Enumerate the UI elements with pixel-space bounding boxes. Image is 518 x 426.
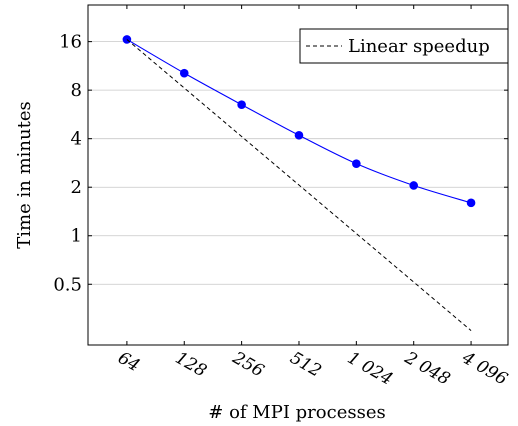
data-point bbox=[179, 68, 189, 78]
data-point bbox=[466, 198, 476, 208]
data-point bbox=[409, 181, 419, 190]
x-tick-label: 64 bbox=[114, 348, 143, 376]
x-tick-label: 1 024 bbox=[344, 348, 396, 390]
y-tick-label: 4 bbox=[71, 129, 82, 150]
y-tick-label: 2 bbox=[71, 177, 82, 198]
x-tick-label: 512 bbox=[286, 348, 324, 382]
y-tick-label: 1 bbox=[71, 226, 82, 247]
data-point bbox=[237, 100, 246, 109]
x-tick-label: 4 096 bbox=[458, 348, 511, 390]
y-tick-label: 16 bbox=[59, 32, 82, 53]
x-tick-label: 128 bbox=[172, 348, 210, 382]
y-tick-label: 8 bbox=[71, 80, 82, 101]
grid-layer bbox=[88, 41, 508, 285]
x-tick-label: 2 048 bbox=[400, 348, 453, 390]
series-line-linear-speedup bbox=[126, 39, 472, 331]
y-axis-label: Time in minutes bbox=[14, 101, 35, 248]
x-axis-label: # of MPI processes bbox=[208, 402, 385, 423]
legend-layer: Linear speedup bbox=[299, 28, 509, 64]
data-point bbox=[352, 159, 361, 168]
plot-frame bbox=[87, 4, 509, 346]
series-layer bbox=[122, 35, 476, 331]
legend-label-linear-speedup: Linear speedup bbox=[348, 36, 490, 57]
data-point bbox=[122, 35, 132, 44]
y-tick-label: 0.5 bbox=[53, 274, 82, 295]
series-line-measured-time bbox=[126, 39, 472, 204]
x-tick-label: 256 bbox=[228, 348, 267, 382]
data-point bbox=[294, 130, 304, 140]
